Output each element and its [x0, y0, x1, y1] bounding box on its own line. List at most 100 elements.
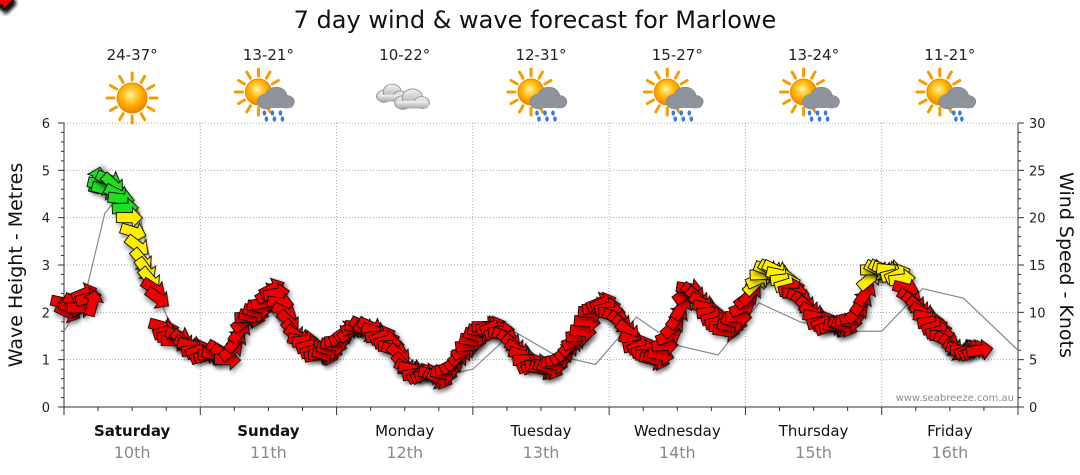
sun-ray — [790, 70, 798, 80]
sun-ray — [790, 104, 798, 114]
rain-drop — [817, 116, 822, 122]
day-date-label: 16th — [931, 443, 968, 462]
wind-arrow-shape — [115, 206, 144, 229]
sun-ray — [509, 79, 519, 86]
sun-ray — [139, 112, 147, 122]
sun-ray — [270, 79, 280, 86]
sun-ray — [146, 84, 156, 91]
rain-drop — [535, 110, 539, 116]
sun-ray — [264, 70, 272, 80]
sun-cloud-rain-icon — [233, 67, 295, 122]
sun-ray — [245, 70, 252, 80]
rain-drop — [671, 110, 676, 116]
wind-arrow-series — [0, 0, 994, 390]
y-left-tick-label: 0 — [42, 401, 50, 416]
sun-ray — [543, 79, 553, 86]
sun-ray — [654, 104, 661, 114]
rain-drop — [543, 110, 547, 116]
sun-icon — [105, 71, 159, 125]
day-name-label: Thursday — [778, 422, 849, 440]
day-date-label: 11th — [250, 443, 287, 462]
cloud-base — [804, 99, 839, 108]
rain-drop — [270, 110, 275, 116]
sun-ray — [926, 104, 934, 114]
sun-ray — [237, 98, 247, 105]
y-right-tick-label: 20 — [1029, 212, 1046, 227]
wind-arrow — [118, 221, 147, 244]
day-name-label: Sunday — [237, 422, 300, 440]
rain-drop — [825, 116, 830, 122]
sun-cloud-rain-icon — [642, 67, 704, 122]
sun-ray — [926, 70, 934, 80]
rain-drop — [681, 116, 686, 122]
y-right-tick-label: 5 — [1029, 354, 1037, 369]
sun-ray — [645, 98, 655, 105]
wind-arrow-shape — [118, 221, 147, 244]
rain-drop — [264, 116, 269, 122]
chart-title: 7 day wind & wave forecast for Marlowe — [294, 6, 777, 34]
sun-ray — [509, 98, 519, 105]
sun-ray — [918, 98, 928, 105]
wind-arrow — [0, 0, 14, 12]
sun-ray — [139, 74, 147, 84]
y-left-axis-title: Wave Height - Metres — [5, 163, 27, 367]
sun-ray — [108, 105, 119, 112]
sun-ray — [518, 104, 525, 114]
rain-drop — [272, 116, 277, 122]
sun-ray — [679, 79, 689, 86]
y-right-tick-label: 15 — [1029, 259, 1046, 274]
day-date-label: 12th — [386, 443, 423, 462]
sun-ray — [645, 79, 655, 86]
sun-ray — [118, 74, 125, 84]
sun-ray — [537, 70, 544, 80]
rain-drop — [689, 116, 694, 122]
day-temperature: 15-27° — [652, 46, 703, 64]
sun-ray — [815, 79, 825, 86]
day-name-label: Monday — [375, 422, 434, 440]
day-temperature: 13-21° — [243, 46, 294, 64]
day-date-label: 10th — [114, 443, 151, 462]
day-temperature: 11-21° — [924, 46, 975, 64]
sun-ray — [518, 70, 525, 80]
x-axis-day-labels: Saturday 10th Sunday 11th Monday 12th Tuesday 1… — [94, 422, 973, 462]
y-left-tick-label: 3 — [42, 259, 50, 274]
cloud-base — [396, 100, 429, 109]
rain-drop — [278, 110, 283, 116]
y-right-tick-label: 10 — [1029, 306, 1046, 321]
sun-cloud-drizzle-icon — [915, 67, 977, 122]
sun-ray — [237, 79, 247, 86]
wind-arrow — [143, 285, 170, 309]
day-date-label: 15th — [795, 443, 832, 462]
sun-disc — [116, 82, 148, 114]
cloud-base — [531, 99, 566, 108]
wind-arrow-shape — [82, 289, 105, 318]
wind-arrow — [82, 289, 105, 318]
sun-ray — [946, 70, 953, 80]
y-left-tick-label: 4 — [42, 212, 50, 227]
rain-drop — [679, 110, 684, 116]
sun-ray — [118, 112, 125, 122]
day-temperature: 13-24° — [788, 46, 839, 64]
chart-grid — [64, 122, 1018, 407]
day-name-label: Friday — [927, 422, 973, 440]
day-name-label: Tuesday — [509, 422, 571, 440]
day-name-label: Wednesday — [634, 422, 721, 440]
day-temperature: 10-22° — [379, 46, 430, 64]
day-date-label: 13th — [523, 443, 560, 462]
sun-ray — [782, 79, 792, 86]
day-name-label: Saturday — [94, 422, 171, 440]
rain-drop — [553, 116, 557, 122]
rain-drop — [551, 110, 555, 116]
wind-arrow — [965, 338, 994, 361]
y-left-tick-label: 1 — [42, 354, 50, 369]
rain-drop — [673, 116, 678, 122]
rain-drop — [545, 116, 549, 122]
rain-drop — [958, 110, 962, 116]
cloud-base — [940, 99, 975, 108]
rain-drop — [815, 110, 820, 116]
y-left-tick-label: 5 — [42, 164, 50, 179]
sun-ray — [146, 105, 156, 112]
y-right-axis-title: Wind Speed - Knots — [1055, 172, 1077, 358]
rain-drop — [280, 116, 285, 122]
